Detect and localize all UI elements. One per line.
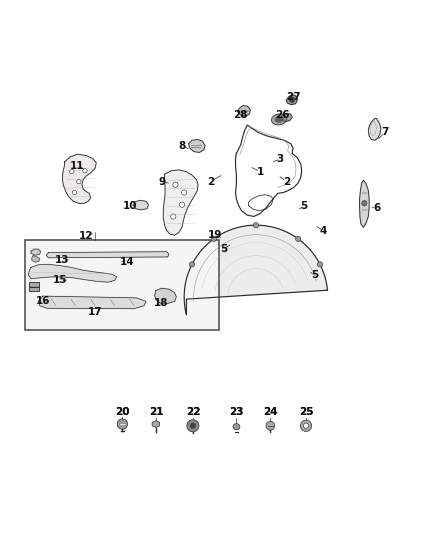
Text: 17: 17 bbox=[88, 307, 102, 317]
Text: 11: 11 bbox=[71, 160, 85, 171]
Circle shape bbox=[190, 423, 196, 429]
Text: 8: 8 bbox=[178, 141, 186, 150]
Circle shape bbox=[318, 262, 323, 267]
Bar bbox=[29, 287, 39, 292]
Ellipse shape bbox=[272, 114, 286, 125]
Text: 23: 23 bbox=[229, 407, 244, 417]
Circle shape bbox=[362, 201, 367, 206]
Polygon shape bbox=[184, 225, 328, 315]
Polygon shape bbox=[134, 200, 148, 210]
Polygon shape bbox=[39, 296, 146, 309]
Circle shape bbox=[72, 190, 77, 195]
Text: 1: 1 bbox=[257, 167, 264, 176]
Text: 21: 21 bbox=[148, 407, 163, 417]
Text: 4: 4 bbox=[320, 226, 327, 236]
Polygon shape bbox=[188, 140, 205, 152]
Circle shape bbox=[211, 236, 216, 241]
Circle shape bbox=[290, 97, 295, 102]
Polygon shape bbox=[155, 288, 177, 303]
Polygon shape bbox=[32, 256, 40, 262]
Circle shape bbox=[70, 169, 74, 174]
Polygon shape bbox=[238, 106, 251, 116]
Text: 20: 20 bbox=[115, 407, 130, 417]
Circle shape bbox=[173, 182, 178, 187]
Text: 9: 9 bbox=[159, 176, 166, 187]
Polygon shape bbox=[163, 170, 198, 235]
Circle shape bbox=[171, 214, 176, 219]
Ellipse shape bbox=[275, 116, 283, 123]
Text: 10: 10 bbox=[123, 200, 137, 211]
Circle shape bbox=[182, 190, 187, 195]
Text: 15: 15 bbox=[53, 276, 67, 286]
Text: 26: 26 bbox=[275, 110, 290, 120]
Text: 12: 12 bbox=[79, 231, 93, 241]
Circle shape bbox=[77, 180, 81, 184]
Text: 25: 25 bbox=[299, 407, 313, 417]
Text: 25: 25 bbox=[299, 407, 313, 417]
Polygon shape bbox=[360, 180, 369, 228]
Circle shape bbox=[296, 236, 301, 241]
Text: 20: 20 bbox=[115, 407, 130, 417]
Text: 19: 19 bbox=[208, 230, 222, 240]
Polygon shape bbox=[286, 94, 297, 104]
Text: 2: 2 bbox=[283, 176, 290, 187]
Text: 7: 7 bbox=[381, 127, 389, 138]
Text: 13: 13 bbox=[55, 255, 70, 265]
Text: 16: 16 bbox=[35, 296, 50, 306]
Circle shape bbox=[304, 423, 309, 429]
Circle shape bbox=[180, 202, 185, 207]
Polygon shape bbox=[31, 249, 41, 255]
Polygon shape bbox=[62, 154, 96, 204]
Circle shape bbox=[266, 422, 275, 430]
Text: 3: 3 bbox=[276, 154, 283, 164]
Ellipse shape bbox=[233, 424, 240, 430]
Text: 22: 22 bbox=[186, 407, 200, 417]
Text: 5: 5 bbox=[311, 270, 318, 280]
Circle shape bbox=[189, 262, 194, 267]
Text: 18: 18 bbox=[154, 298, 169, 309]
Polygon shape bbox=[152, 421, 160, 427]
Circle shape bbox=[117, 419, 127, 429]
Circle shape bbox=[83, 168, 87, 173]
Bar bbox=[25, 240, 219, 329]
Text: 22: 22 bbox=[186, 407, 200, 417]
Polygon shape bbox=[46, 252, 169, 258]
Text: 23: 23 bbox=[229, 407, 244, 417]
Polygon shape bbox=[28, 264, 117, 282]
Text: 14: 14 bbox=[120, 257, 135, 267]
Polygon shape bbox=[282, 114, 292, 122]
Text: 5: 5 bbox=[220, 244, 227, 254]
Text: 28: 28 bbox=[233, 110, 248, 120]
Circle shape bbox=[300, 420, 312, 431]
Text: 24: 24 bbox=[263, 407, 278, 417]
Bar bbox=[29, 282, 39, 287]
Text: 24: 24 bbox=[263, 407, 278, 417]
Polygon shape bbox=[368, 118, 381, 140]
Circle shape bbox=[253, 223, 258, 228]
Text: 21: 21 bbox=[148, 407, 163, 417]
Text: 2: 2 bbox=[207, 176, 214, 187]
Circle shape bbox=[187, 419, 199, 432]
Text: 5: 5 bbox=[300, 200, 307, 211]
Text: 6: 6 bbox=[373, 203, 380, 213]
Text: 27: 27 bbox=[286, 92, 301, 102]
